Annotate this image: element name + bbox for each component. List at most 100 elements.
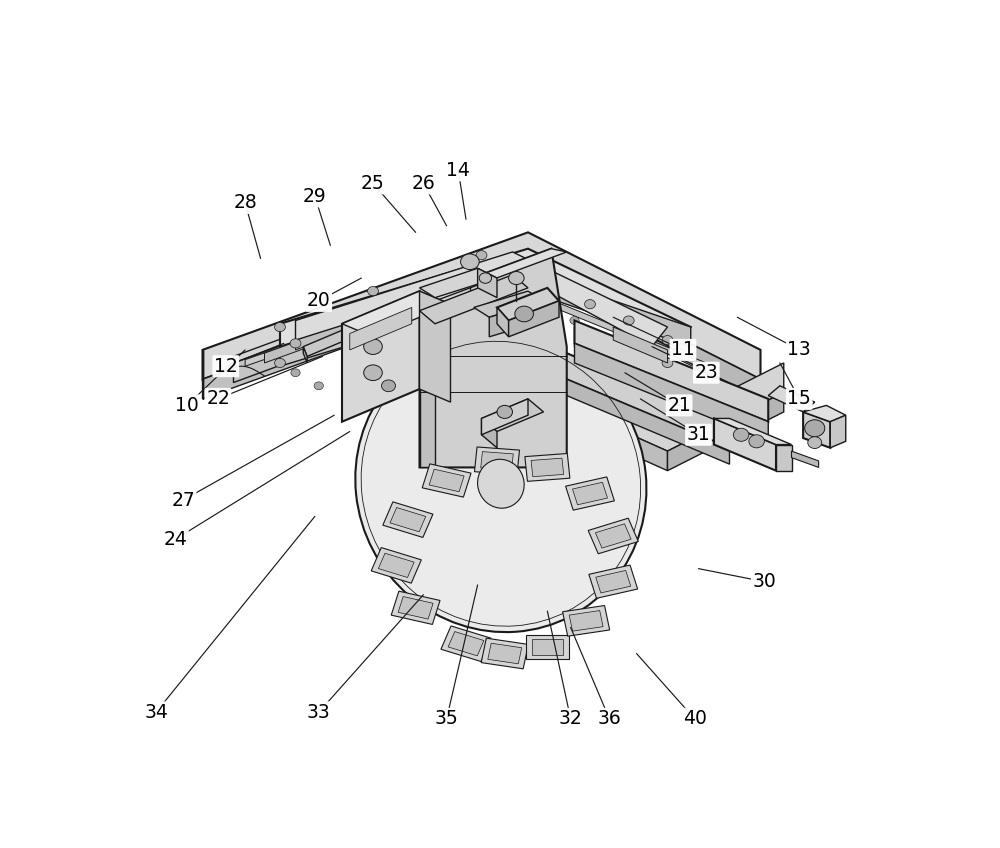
Polygon shape bbox=[429, 469, 464, 492]
Polygon shape bbox=[420, 268, 497, 298]
Polygon shape bbox=[481, 452, 513, 470]
Text: 10: 10 bbox=[175, 396, 199, 415]
Polygon shape bbox=[280, 271, 528, 366]
Polygon shape bbox=[303, 347, 307, 363]
Polygon shape bbox=[668, 393, 784, 471]
Polygon shape bbox=[595, 524, 631, 548]
Polygon shape bbox=[566, 477, 614, 510]
Polygon shape bbox=[420, 248, 567, 467]
Text: 23: 23 bbox=[694, 363, 718, 382]
Polygon shape bbox=[234, 340, 296, 382]
Text: 26: 26 bbox=[412, 174, 435, 192]
Circle shape bbox=[647, 333, 657, 341]
Polygon shape bbox=[482, 399, 544, 432]
Polygon shape bbox=[420, 298, 435, 467]
Circle shape bbox=[364, 365, 382, 381]
Polygon shape bbox=[551, 373, 730, 464]
Circle shape bbox=[479, 273, 492, 283]
Circle shape bbox=[314, 382, 323, 390]
Circle shape bbox=[368, 287, 378, 296]
Polygon shape bbox=[202, 232, 761, 379]
Circle shape bbox=[733, 428, 749, 441]
Polygon shape bbox=[350, 308, 412, 350]
Polygon shape bbox=[420, 291, 450, 402]
Ellipse shape bbox=[478, 460, 524, 508]
Polygon shape bbox=[528, 262, 761, 399]
Polygon shape bbox=[528, 271, 691, 347]
Polygon shape bbox=[589, 565, 638, 599]
Circle shape bbox=[461, 254, 479, 270]
Polygon shape bbox=[532, 639, 563, 656]
Circle shape bbox=[446, 339, 455, 348]
Polygon shape bbox=[768, 386, 815, 412]
Ellipse shape bbox=[355, 335, 646, 632]
Circle shape bbox=[476, 251, 487, 259]
Polygon shape bbox=[482, 418, 497, 448]
Circle shape bbox=[290, 339, 301, 348]
Circle shape bbox=[497, 405, 512, 418]
Text: 40: 40 bbox=[683, 709, 707, 728]
Circle shape bbox=[391, 329, 402, 338]
Polygon shape bbox=[245, 275, 489, 366]
Circle shape bbox=[601, 376, 610, 383]
Polygon shape bbox=[448, 632, 484, 656]
Polygon shape bbox=[830, 416, 846, 448]
Text: 14: 14 bbox=[446, 161, 470, 180]
Polygon shape bbox=[296, 252, 668, 347]
Polygon shape bbox=[398, 596, 433, 619]
Circle shape bbox=[570, 316, 579, 325]
Text: 15: 15 bbox=[787, 389, 811, 409]
Polygon shape bbox=[234, 333, 296, 363]
Polygon shape bbox=[497, 308, 509, 337]
Polygon shape bbox=[342, 291, 420, 421]
Polygon shape bbox=[569, 611, 603, 631]
Text: 28: 28 bbox=[233, 193, 257, 213]
Polygon shape bbox=[383, 502, 433, 538]
Text: 30: 30 bbox=[753, 572, 776, 591]
Circle shape bbox=[623, 316, 634, 325]
Polygon shape bbox=[390, 507, 426, 532]
Polygon shape bbox=[396, 308, 629, 418]
Text: 12: 12 bbox=[214, 357, 238, 376]
Text: 31: 31 bbox=[687, 425, 710, 444]
Polygon shape bbox=[474, 291, 544, 317]
Text: 21: 21 bbox=[667, 396, 691, 415]
Text: 13: 13 bbox=[787, 340, 811, 360]
Polygon shape bbox=[441, 626, 491, 661]
Polygon shape bbox=[264, 333, 319, 363]
Polygon shape bbox=[509, 301, 559, 337]
Circle shape bbox=[547, 284, 556, 292]
Polygon shape bbox=[714, 418, 776, 471]
Circle shape bbox=[678, 369, 688, 377]
Text: 36: 36 bbox=[598, 709, 621, 728]
Polygon shape bbox=[371, 548, 421, 583]
Circle shape bbox=[662, 336, 673, 344]
Circle shape bbox=[445, 280, 456, 289]
Polygon shape bbox=[563, 605, 610, 636]
Circle shape bbox=[805, 420, 825, 437]
Circle shape bbox=[382, 380, 395, 392]
Polygon shape bbox=[551, 347, 730, 448]
Polygon shape bbox=[803, 405, 846, 421]
Circle shape bbox=[662, 359, 673, 367]
Polygon shape bbox=[574, 343, 768, 441]
Circle shape bbox=[275, 359, 285, 367]
Polygon shape bbox=[526, 634, 569, 660]
Polygon shape bbox=[489, 301, 544, 337]
Text: 29: 29 bbox=[303, 187, 327, 206]
Polygon shape bbox=[613, 327, 668, 363]
Polygon shape bbox=[497, 287, 559, 321]
Polygon shape bbox=[342, 291, 450, 337]
Polygon shape bbox=[482, 399, 528, 435]
Polygon shape bbox=[525, 454, 570, 482]
Polygon shape bbox=[488, 643, 522, 664]
Circle shape bbox=[509, 271, 524, 285]
Polygon shape bbox=[792, 451, 819, 467]
Polygon shape bbox=[478, 268, 497, 298]
Polygon shape bbox=[420, 310, 784, 451]
Polygon shape bbox=[803, 412, 830, 448]
Polygon shape bbox=[296, 321, 350, 350]
Polygon shape bbox=[573, 483, 607, 505]
Polygon shape bbox=[776, 444, 792, 471]
Circle shape bbox=[808, 437, 822, 449]
